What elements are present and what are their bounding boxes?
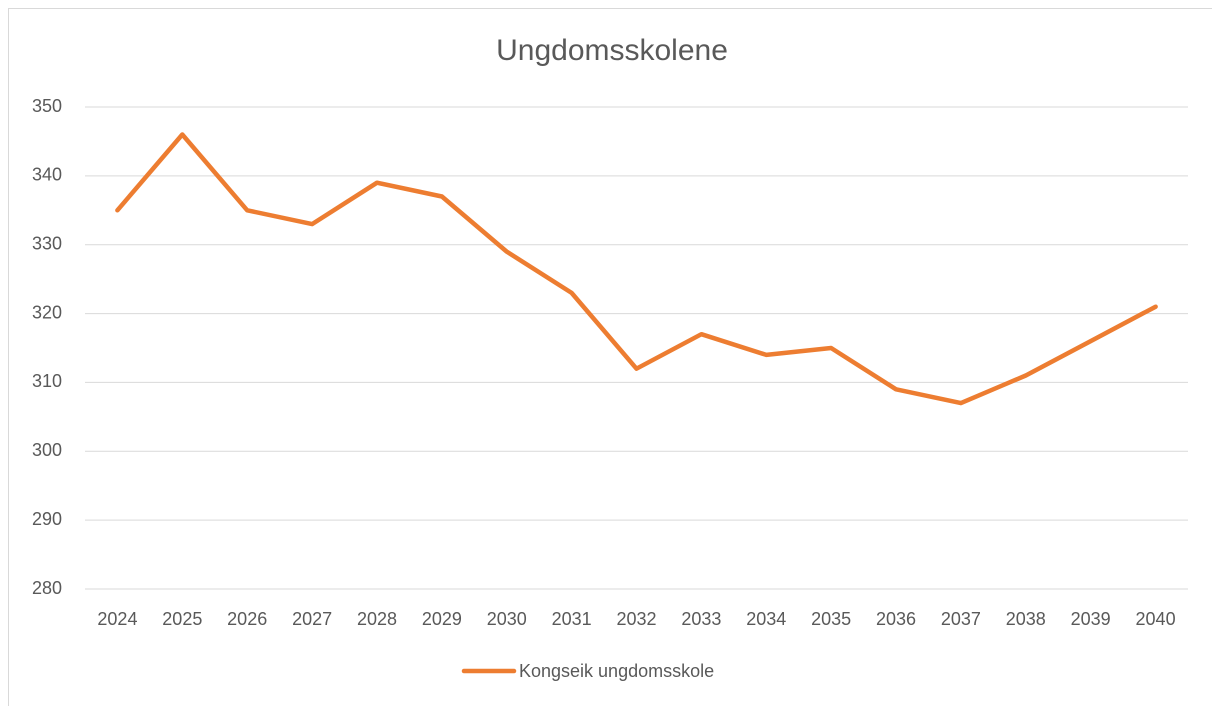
x-tick-label: 2033 bbox=[681, 609, 721, 629]
x-tick-label: 2039 bbox=[1071, 609, 1111, 629]
x-tick-label: 2024 bbox=[97, 609, 137, 629]
x-tick-label: 2038 bbox=[1006, 609, 1046, 629]
y-tick-label: 290 bbox=[32, 509, 62, 529]
x-tick-label: 2028 bbox=[357, 609, 397, 629]
x-tick-label: 2031 bbox=[552, 609, 592, 629]
x-tick-label: 2026 bbox=[227, 609, 267, 629]
x-tick-label: 2040 bbox=[1136, 609, 1176, 629]
y-tick-label: 350 bbox=[32, 96, 62, 116]
y-tick-label: 300 bbox=[32, 440, 62, 460]
y-tick-label: 310 bbox=[32, 371, 62, 391]
x-tick-label: 2034 bbox=[746, 609, 786, 629]
x-tick-label: 2035 bbox=[811, 609, 851, 629]
x-tick-label: 2030 bbox=[487, 609, 527, 629]
x-tick-label: 2025 bbox=[162, 609, 202, 629]
x-tick-label: 2032 bbox=[616, 609, 656, 629]
data-line bbox=[115, 132, 1158, 406]
legend-label: Kongseik ungdomsskole bbox=[519, 661, 714, 681]
x-tick-label: 2029 bbox=[422, 609, 462, 629]
chart-frame bbox=[8, 8, 1212, 706]
x-tick-label: 2036 bbox=[876, 609, 916, 629]
y-tick-label: 320 bbox=[32, 302, 62, 322]
x-tick-label: 2037 bbox=[941, 609, 981, 629]
y-tick-label: 330 bbox=[32, 233, 62, 253]
y-tick-label: 340 bbox=[32, 165, 62, 185]
x-tick-label: 2027 bbox=[292, 609, 332, 629]
y-tick-label: 280 bbox=[32, 578, 62, 598]
chart-title: Ungdomsskolene bbox=[496, 34, 728, 67]
